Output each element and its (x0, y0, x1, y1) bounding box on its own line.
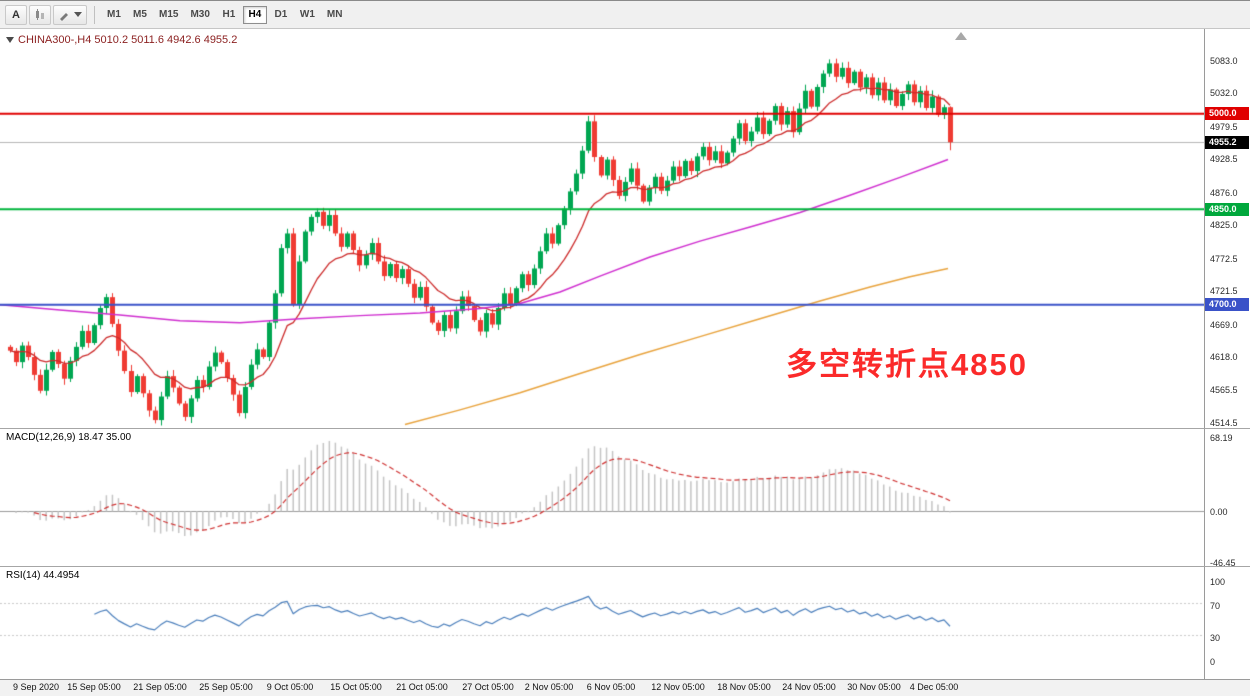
chart-collapse-icon[interactable] (6, 37, 14, 43)
rsi-canvas[interactable] (0, 567, 1204, 679)
dropdown-caret-icon (74, 12, 82, 17)
time-axis (0, 679, 1250, 696)
chart-ohlc-header: CHINA300-,H4 5010.2 5011.6 4942.6 4955.2 (6, 34, 237, 46)
rsi-label: RSI(14) 44.4954 (6, 570, 80, 581)
chart-ohlc-text: CHINA300-,H4 5010.2 5011.6 4942.6 4955.2 (18, 34, 238, 46)
panel-divider-rsi[interactable] (0, 566, 1250, 567)
macd-canvas[interactable] (0, 429, 1204, 567)
objects-dropdown-button[interactable] (53, 4, 87, 25)
timeframe-M5[interactable]: M5 (128, 6, 152, 24)
timeframe-D1[interactable]: D1 (269, 6, 293, 24)
timeframe-M30[interactable]: M30 (185, 6, 214, 24)
timeframe-M1[interactable]: M1 (102, 6, 126, 24)
timeframe-MN[interactable]: MN (322, 6, 348, 24)
cursor-tool-label: A (12, 8, 20, 21)
price-scale-column (1204, 29, 1250, 679)
timeframe-M15[interactable]: M15 (154, 6, 183, 24)
toolbar-separator (94, 5, 95, 24)
timeframe-W1[interactable]: W1 (295, 6, 320, 24)
panel-divider-macd[interactable] (0, 428, 1250, 429)
timeframe-H1[interactable]: H1 (217, 6, 241, 24)
timeframe-H4[interactable]: H4 (242, 5, 267, 24)
price-chart-canvas[interactable] (0, 29, 1204, 429)
toolbar: A M1 M5 M15 M30 H1 H4 D1 W1 MN (0, 1, 1250, 29)
macd-label: MACD(12,26,9) 18.47 35.00 (6, 432, 132, 443)
cursor-tool-button[interactable]: A (5, 4, 27, 25)
chart-text-annotation[interactable]: 多空转折点4850 (786, 347, 1028, 382)
pen-icon (60, 12, 68, 21)
chart-type-button[interactable] (29, 4, 51, 25)
candlestick-icon (36, 8, 44, 20)
timeframe-group: M1 M5 M15 M30 H1 H4 D1 W1 MN (101, 5, 348, 24)
chart-shift-marker-icon[interactable] (955, 32, 967, 40)
